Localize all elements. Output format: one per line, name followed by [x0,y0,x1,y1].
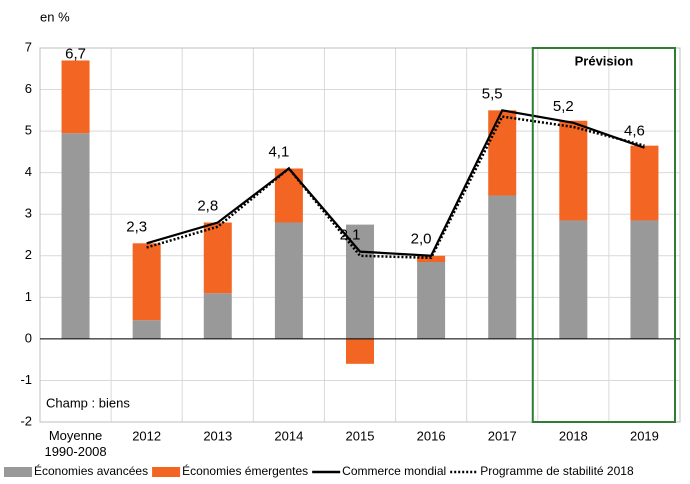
x-tick-label: 2019 [630,428,659,443]
x-tick-label: 2015 [346,428,375,443]
bar [132,320,161,339]
y-tick-label: -1 [20,372,32,387]
bar [346,224,374,339]
bar [630,220,659,339]
y-tick-label: 6 [25,81,32,96]
x-tick-label: 2016 [417,428,446,443]
plot-frame [39,47,681,423]
bar [630,145,659,221]
bar [203,293,232,339]
bar [559,220,588,339]
data-label: 5,2 [553,98,574,115]
bar [488,110,517,196]
data-label: 5,5 [482,85,503,102]
bar [61,133,90,339]
bar [274,222,303,339]
y-axis-label: en % [40,9,70,24]
y-tick-label: -2 [20,413,32,428]
y-tick-label: 7 [25,39,32,54]
data-label: 4,1 [268,143,289,160]
data-label: 2,0 [411,231,432,248]
y-tick-label: 4 [25,164,32,179]
y-tick-label: 3 [25,206,32,221]
y-tick-label: 0 [25,330,32,345]
bar [417,262,446,339]
bar [346,338,374,364]
bar [203,222,232,294]
x-tick-label: 2012 [132,428,161,443]
data-label: 6,7 [65,45,86,62]
forecast-box [531,47,676,423]
legend-label: Économies avancées [34,463,148,478]
data-label: 2,1 [340,227,361,244]
y-tick-label: 2 [25,247,32,262]
bar [559,120,588,221]
bar [488,195,517,339]
line [146,109,645,257]
y-tick-label: 5 [25,123,32,138]
x-tick-label: 2013 [203,428,232,443]
x-tick-label: 2014 [274,428,303,443]
legend-label: Économies émergentes [182,463,308,478]
legend-label: Commerce mondial [342,464,446,478]
y-tick-label: 1 [25,289,32,304]
annotation: Prévision [575,53,634,68]
line [146,115,645,260]
x-tick-label: 2018 [559,428,588,443]
bar [132,243,161,321]
bar [61,60,90,134]
legend-swatch [152,467,181,477]
annotation: Champ : biens [46,395,130,410]
legend-label: Programme de stabilité 2018 [480,464,634,478]
x-tick-label: Moyenne 1990-2008 [44,428,106,459]
data-label: 4,6 [624,123,645,140]
x-tick-label: 2017 [488,428,517,443]
data-label: 2,3 [126,218,147,235]
data-label: 2,8 [197,198,218,215]
legend-swatch [4,467,32,477]
